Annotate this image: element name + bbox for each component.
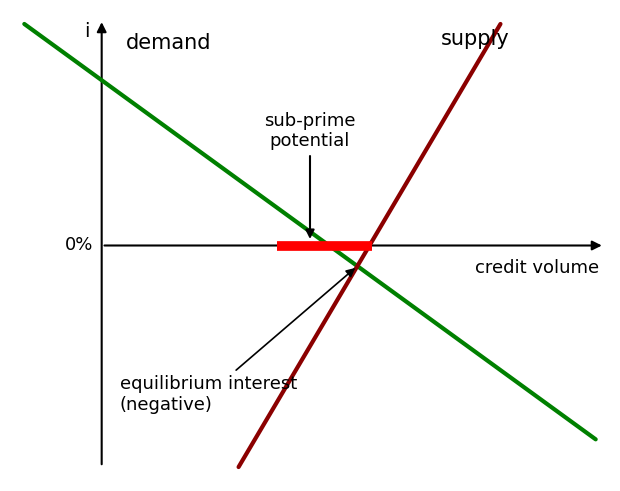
Text: supply: supply xyxy=(441,28,510,49)
Text: equilibrium interest
(negative): equilibrium interest (negative) xyxy=(120,269,354,413)
Text: 0%: 0% xyxy=(64,237,93,254)
Text: demand: demand xyxy=(125,33,211,53)
Text: sub-prime
potential: sub-prime potential xyxy=(264,111,356,237)
Text: credit volume: credit volume xyxy=(474,259,599,277)
Text: i: i xyxy=(84,22,89,41)
